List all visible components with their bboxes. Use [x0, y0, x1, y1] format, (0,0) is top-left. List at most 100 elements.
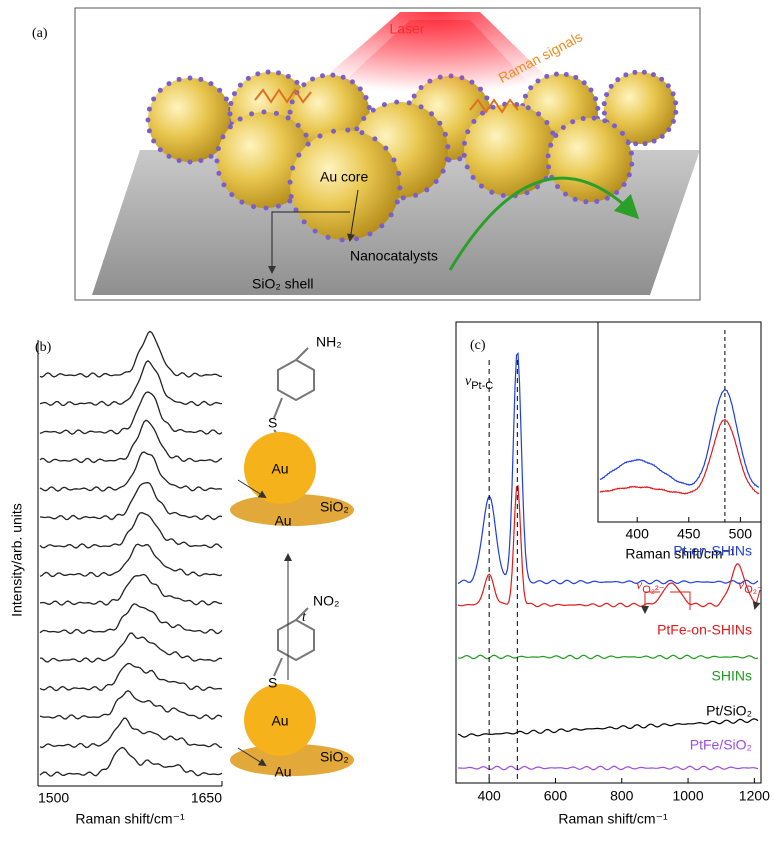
catalyst-dot: [157, 147, 163, 153]
x-tick-label: 1200: [739, 788, 770, 804]
y-axis-label: Intensity/arb. units: [9, 503, 25, 617]
spectrum: [39, 451, 223, 492]
au-label: Au: [274, 513, 291, 529]
catalyst-dot: [216, 170, 222, 176]
inset-frame: [597, 321, 762, 523]
sphere: [548, 118, 632, 202]
catalyst-dot: [594, 198, 600, 204]
catalyst-dot: [444, 156, 450, 162]
catalyst-dot: [595, 105, 601, 111]
catalyst-dot: [146, 128, 152, 134]
catalyst-dot: [370, 107, 376, 113]
catalyst-dot: [319, 73, 325, 79]
mode-symbol: ν: [738, 578, 745, 593]
catalyst-dot: [261, 109, 267, 115]
inset-x-axis-label: Raman shift/cm⁻¹: [625, 546, 735, 562]
catalyst-dot: [289, 99, 295, 105]
catalyst-dot: [215, 146, 221, 152]
catalyst-dot: [303, 132, 309, 138]
au-label: Au: [271, 461, 288, 477]
raman-wave: [469, 98, 519, 114]
spectrum: [39, 543, 223, 578]
catalyst-dot: [628, 150, 634, 156]
catalyst-dot: [465, 129, 471, 135]
catalyst-dot: [237, 82, 243, 88]
catalyst-dot: [440, 168, 446, 174]
laser-label: Laser: [389, 21, 424, 37]
catalyst-dot: [534, 184, 540, 190]
catalyst-dot: [400, 195, 406, 201]
catalyst-dot: [293, 207, 299, 213]
catalyst-dot: [227, 111, 233, 117]
pointer: [268, 211, 350, 274]
series-label: PtFe-on-SHINs: [657, 622, 752, 638]
catalyst-dot: [490, 104, 496, 110]
core-label: Au core: [320, 169, 368, 185]
catalyst-dot: [146, 106, 152, 112]
catalyst-dot: [445, 144, 451, 150]
catalyst-dot: [632, 69, 638, 75]
catalyst-dot: [471, 118, 477, 124]
catalyst-dot: [581, 80, 587, 86]
series-label: Pt/SiO₂: [706, 703, 752, 719]
catalyst-dot: [223, 96, 229, 102]
catalyst-dot: [572, 196, 578, 202]
catalyst-dot: [228, 100, 234, 106]
catalyst-dot: [593, 96, 599, 102]
catalyst-dot: [294, 79, 300, 85]
spectrum: [39, 662, 223, 692]
catalyst-dot: [413, 192, 419, 198]
catalyst-dot: [166, 81, 172, 87]
sphere: [290, 130, 400, 240]
group-label: NO₂: [313, 593, 339, 609]
catalyst-dot: [588, 87, 594, 93]
catalyst-dot: [666, 127, 672, 133]
catalyst-dot: [651, 138, 657, 144]
spectrum: [39, 689, 223, 720]
spectrum: [457, 484, 759, 608]
catalyst-dot: [239, 199, 245, 205]
panel-label: (c): [470, 338, 486, 353]
catalyst-dot: [580, 116, 586, 122]
series-label: SHINs: [712, 668, 752, 684]
mode-label: νO₂⁻: [738, 578, 763, 596]
catalyst-dot: [330, 72, 336, 78]
catalyst-dot: [397, 185, 403, 191]
catalyst-dot: [604, 195, 610, 201]
catalyst-dot: [221, 182, 227, 188]
series-label: PtFe/SiO₂: [690, 737, 752, 753]
mode-symbol: ν: [636, 578, 643, 593]
catalyst-dot: [231, 91, 237, 97]
spectrum: [599, 389, 760, 488]
catalyst-dot: [429, 111, 435, 117]
mode-label: νO₂²⁻: [636, 578, 665, 596]
group-label: NH₂: [316, 334, 342, 350]
catalyst-dot: [187, 75, 193, 81]
molecule-diagram: [230, 347, 354, 776]
catalyst-dot: [331, 128, 337, 134]
atom-label: S: [268, 675, 277, 691]
catalyst-dot: [670, 91, 676, 97]
catalyst-dot: [553, 71, 559, 77]
catalyst-dot: [583, 199, 589, 205]
catalyst-dot: [305, 141, 311, 147]
panel-label: (a): [32, 26, 48, 41]
catalyst-dot: [217, 87, 223, 93]
catalyst-dot: [524, 190, 530, 196]
catalyst-dot: [650, 72, 656, 78]
mode-subscript: O₂²⁻: [642, 584, 664, 596]
catalyst-dot: [249, 111, 255, 117]
catalyst-dot: [273, 110, 279, 116]
catalyst-dot: [396, 171, 402, 177]
catalyst-dot: [621, 181, 627, 187]
catalyst-dot: [457, 156, 463, 162]
x-tick-label: 400: [477, 788, 501, 804]
sio2-label: SiO₂: [320, 499, 349, 515]
spectrum: [39, 746, 223, 777]
catalyst-dot: [659, 133, 665, 139]
catalyst-dot: [198, 76, 204, 82]
pointer: [645, 591, 691, 612]
spectrum: [39, 419, 223, 464]
spectrum: [458, 765, 759, 771]
x-tick-label: 1500: [38, 790, 69, 806]
